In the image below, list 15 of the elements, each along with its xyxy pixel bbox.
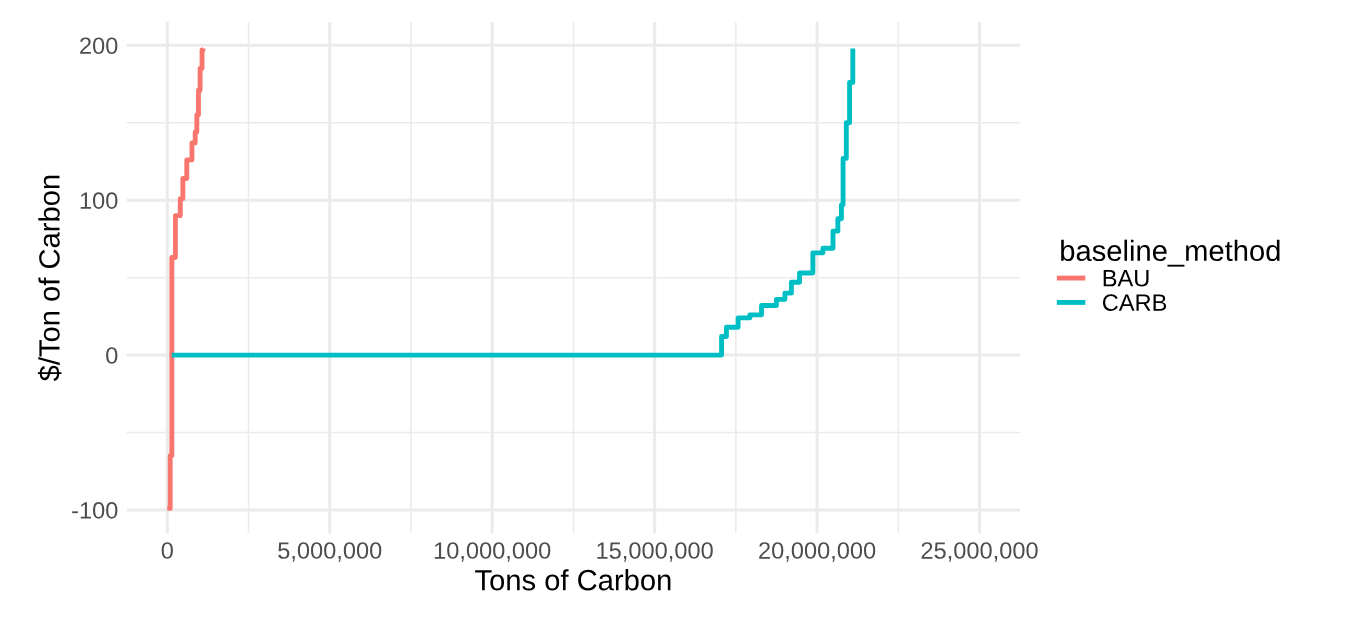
x-tick-label: 15,000,000 [597, 542, 713, 562]
x-tick-label: 0 [161, 542, 173, 559]
y-tick-label: 0 [106, 347, 118, 364]
y-tick-label: 200 [80, 37, 118, 55]
y-tick-label: -100 [72, 502, 118, 519]
y-tick-label: 100 [80, 192, 118, 209]
x-tick-label: 5,000,000 [278, 542, 382, 562]
legend-title: baseline_method [1061, 239, 1280, 267]
x-tick-label: 10,000,000 [434, 542, 551, 562]
legend-label: CARB [1102, 294, 1167, 311]
x-tick-label: 25,000,000 [921, 542, 1038, 562]
legend-label: BAU [1103, 270, 1149, 287]
x-tick-label: 20,000,000 [759, 542, 876, 562]
x-axis-title: Tons of Carbon [475, 569, 671, 591]
y-axis-title: $/Ton of Carbon [37, 175, 62, 382]
